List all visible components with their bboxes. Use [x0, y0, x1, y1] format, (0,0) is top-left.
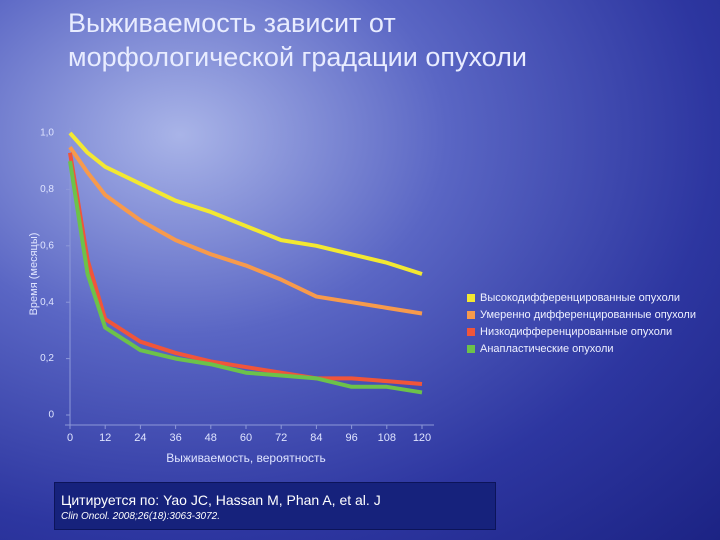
legend-label: Высокодифференцированные опухоли: [480, 292, 680, 304]
y-tick-label: 0: [48, 410, 54, 421]
legend-swatch: [467, 345, 475, 353]
x-tick-label: 36: [169, 432, 181, 444]
title-line: Выживаемость зависит от: [68, 8, 396, 38]
title-line: морфологической градации опухоли: [68, 42, 527, 72]
x-tick-label: 0: [67, 432, 73, 444]
x-tick-label: 120: [413, 432, 431, 444]
y-tick-label: 0,2: [40, 353, 54, 364]
y-tick-label: 0,8: [40, 184, 54, 195]
legend-label: Анапластические опухоли: [480, 343, 614, 355]
x-tick-label: 108: [378, 432, 396, 444]
x-tick-label: 72: [275, 432, 287, 444]
series-line: [68, 145, 423, 316]
legend-swatch: [467, 311, 475, 319]
x-tick-label: 12: [99, 432, 111, 444]
y-tick-label: 1,0: [40, 128, 54, 139]
citation-box: Цитируется по: Yao JC, Hassan M, Phan A,…: [54, 482, 496, 530]
series-line: [68, 160, 423, 395]
x-tick-label: 96: [345, 432, 357, 444]
x-tick-label: 24: [134, 432, 146, 444]
y-axis-label: Время (месяцы): [28, 233, 40, 316]
legend-swatch: [467, 294, 475, 302]
legend-label: Низкодифференцированные опухоли: [480, 326, 672, 338]
x-tick-label: 48: [205, 432, 217, 444]
x-tick-label: 84: [310, 432, 322, 444]
series-line: [68, 131, 423, 276]
series-line: [68, 152, 423, 386]
legend-swatch: [467, 328, 475, 336]
citation-line: Clin Oncol. 2008;26(18):3063-3072.: [61, 511, 220, 522]
y-tick-label: 0,6: [40, 240, 54, 251]
citation-line: Цитируется по: Yao JC, Hassan M, Phan A,…: [61, 492, 381, 508]
x-tick-label: 60: [240, 432, 252, 444]
y-tick-label: 0,4: [40, 297, 54, 308]
legend-label: Умеренно дифференцированные опухоли: [480, 309, 696, 321]
x-axis-label: Выживаемость, вероятность: [166, 451, 326, 465]
